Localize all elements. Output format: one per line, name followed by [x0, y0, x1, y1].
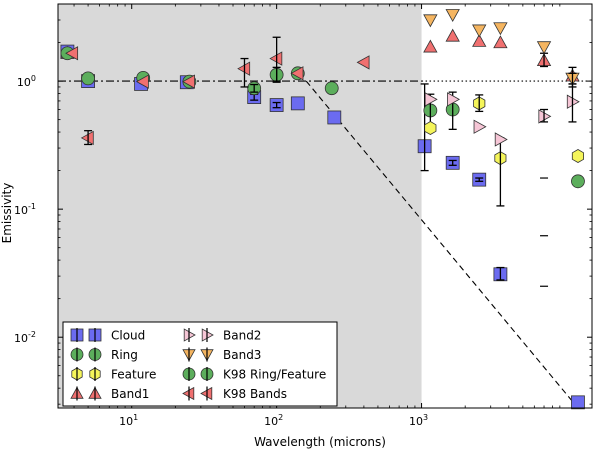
point-cloud-12: [571, 395, 585, 410]
y-tick-label: 10-1: [14, 202, 36, 217]
point-band2-1: [447, 92, 461, 107]
series-feature: [424, 94, 584, 207]
point-cloud-7: [327, 110, 342, 125]
x-tick-exponent: 1: [133, 413, 138, 422]
point-ring-0: [81, 71, 95, 86]
legend-entry-band3: Band3: [182, 347, 261, 362]
legend-marker-band2: [183, 328, 196, 342]
x-axis-label: Wavelength (microns): [254, 435, 386, 449]
legend-label-cloud: Cloud: [111, 329, 145, 343]
legend-entry-feature: Feature: [71, 367, 156, 382]
x-tick-label: 102: [264, 413, 283, 428]
series-band3: [423, 9, 580, 88]
legend-label-feature: Feature: [111, 368, 156, 382]
point-cloud-6: [290, 96, 305, 111]
series-k98-bands: [65, 36, 370, 146]
point-band3-1: [445, 9, 460, 23]
y-tick-exponent: -2: [28, 330, 36, 339]
legend-entry-cloud: Cloud: [70, 328, 145, 343]
point-band2-5: [566, 94, 580, 109]
point-feature-0: [424, 121, 437, 135]
legend-marker-band2-2: [201, 328, 214, 342]
point-band1-3: [472, 33, 487, 47]
point-band3-3: [493, 22, 508, 36]
point-k98-bands-6: [290, 66, 304, 81]
point-band2-3: [494, 132, 508, 147]
data-marks-layer: [60, 9, 585, 410]
series-band2: [424, 83, 580, 147]
point-band1-2: [445, 28, 460, 42]
legend-label-ring: Ring: [111, 348, 138, 362]
legend-label-band3: Band3: [223, 348, 261, 362]
point-k98-ring-feature-1: [571, 174, 585, 189]
point-feature-3: [571, 149, 584, 163]
legend-label-k98-bands: K98 Bands: [223, 387, 287, 401]
point-band1-1: [423, 39, 438, 53]
y-axis-label: Emissivity: [0, 183, 14, 244]
x-tick-exponent: 3: [423, 413, 428, 422]
x-tick-label: 101: [119, 413, 138, 428]
x-tick-exponent: 2: [278, 413, 283, 422]
point-k98-bands-7: [356, 55, 370, 70]
y-tick-exponent: 0: [31, 74, 36, 83]
point-band3-4: [536, 41, 552, 55]
legend-entry-k98-ring-feature: K98 Ring/Feature: [182, 367, 326, 382]
y-tick-label: 100: [17, 74, 36, 89]
point-band3-2: [472, 24, 487, 38]
point-k98-bands-2: [135, 74, 149, 89]
point-k98-bands-3: [182, 74, 195, 89]
reference-lines-layer: [58, 80, 592, 409]
y-tick-label: 10-2: [14, 330, 36, 345]
legend: Cloud Ring Feature Band1 Band2 Band3 K98 Ring/…: [62, 321, 338, 407]
point-k98-bands-5: [269, 51, 283, 66]
legend-entry-band1: Band1: [70, 386, 149, 401]
point-band1-4: [493, 35, 508, 49]
legend-label-k98-ring-feature: K98 Ring/Feature: [223, 368, 326, 382]
legend-label-band1: Band1: [111, 387, 149, 401]
point-k98-bands-0: [65, 46, 79, 61]
point-ring-6: [324, 81, 339, 96]
y-tick-exponent: -1: [28, 202, 36, 211]
legend-entry-k98-bands: K98 Bands: [182, 386, 287, 401]
point-band2-0: [424, 92, 438, 107]
legend-entry-ring: Ring: [70, 347, 138, 362]
point-band2-2: [473, 119, 487, 134]
x-tick-label: 103: [409, 413, 428, 428]
legend-box: [62, 321, 338, 407]
legend-entry-band2: Band2: [183, 328, 261, 343]
legend-label-band2: Band2: [223, 329, 261, 343]
plot-frame: [57, 3, 593, 409]
reference-line-dashed: [305, 80, 579, 409]
point-band3-0: [423, 14, 438, 28]
series-upper-limits: [540, 177, 549, 287]
